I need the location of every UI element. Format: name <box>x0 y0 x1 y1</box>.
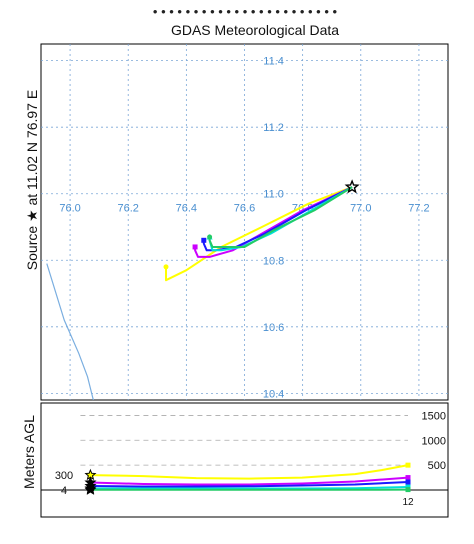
x-tick-label-76.6: 76.6 <box>234 203 255 215</box>
altitude-line-yellow <box>90 465 408 479</box>
y-tick-label-11.2: 11.2 <box>263 122 284 134</box>
altitude-start-label-bottom: 4 <box>61 485 67 497</box>
x-tick-label-77.2: 77.2 <box>408 203 429 215</box>
altitude-tick-label-1000: 1000 <box>422 435 446 447</box>
altitude-panel-frame <box>41 403 448 517</box>
altitude-end-marker-green <box>406 487 411 492</box>
x-tick-label-77.0: 77.0 <box>350 203 371 215</box>
altitude-tick-label-500: 500 <box>428 460 446 472</box>
trajectory-end-marker-blue <box>201 238 206 243</box>
altitude-end-marker-blue <box>406 480 411 485</box>
altitude-trajectories <box>86 463 411 494</box>
y-tick-label-10.6: 10.6 <box>263 322 284 334</box>
altitude-axis-label: Meters AGL <box>21 415 37 489</box>
trajectory-end-marker-yellow <box>164 264 169 269</box>
x-tick-label-76.4: 76.4 <box>176 203 197 215</box>
altitude-end-marker-magenta <box>406 475 411 480</box>
altitude-start-label-top: 300 <box>55 470 73 482</box>
trajectory-end-marker-magenta <box>193 244 198 249</box>
y-tick-label-11.0: 11.0 <box>263 189 284 201</box>
altitude-tick-labels: 1500 1000 500 300 4 12 <box>55 410 446 508</box>
map-trajectories <box>164 187 353 280</box>
altitude-end-marker-yellow <box>406 463 411 468</box>
y-tick-label-10.8: 10.8 <box>263 255 284 267</box>
altitude-tick-label-1500: 1500 <box>422 410 446 422</box>
chart-subtitle: GDAS Meteorological Data <box>171 22 339 38</box>
x-tick-label-76.2: 76.2 <box>118 203 139 215</box>
map-grid <box>41 44 448 400</box>
map-panel-frame <box>41 44 448 400</box>
trajectory-end-marker-green <box>207 234 212 239</box>
y-tick-label-11.4: 11.4 <box>263 56 284 68</box>
source-location-label: Source ★ at 11.02 N 76.97 E <box>24 90 40 270</box>
x-tick-label-76.0: 76.0 <box>59 203 80 215</box>
y-tick-label-10.4: 10.4 <box>263 388 284 400</box>
altitude-x-tick-label-12: 12 <box>402 497 414 508</box>
chart-title-partial: • • • • • • • • • • • • • • • • • • • • … <box>153 4 338 19</box>
